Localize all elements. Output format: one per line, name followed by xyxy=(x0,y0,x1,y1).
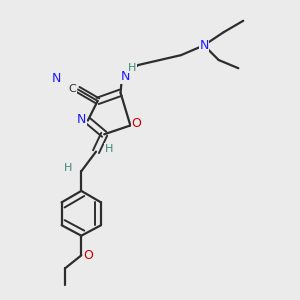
Text: N: N xyxy=(51,71,61,85)
Text: O: O xyxy=(131,117,141,130)
Text: H: H xyxy=(128,63,136,73)
Text: O: O xyxy=(84,249,93,262)
Text: H: H xyxy=(105,144,113,154)
Text: H: H xyxy=(64,163,72,173)
Text: N: N xyxy=(199,39,209,52)
Text: C: C xyxy=(68,85,76,94)
Text: N: N xyxy=(121,70,130,83)
Text: N: N xyxy=(76,113,86,126)
